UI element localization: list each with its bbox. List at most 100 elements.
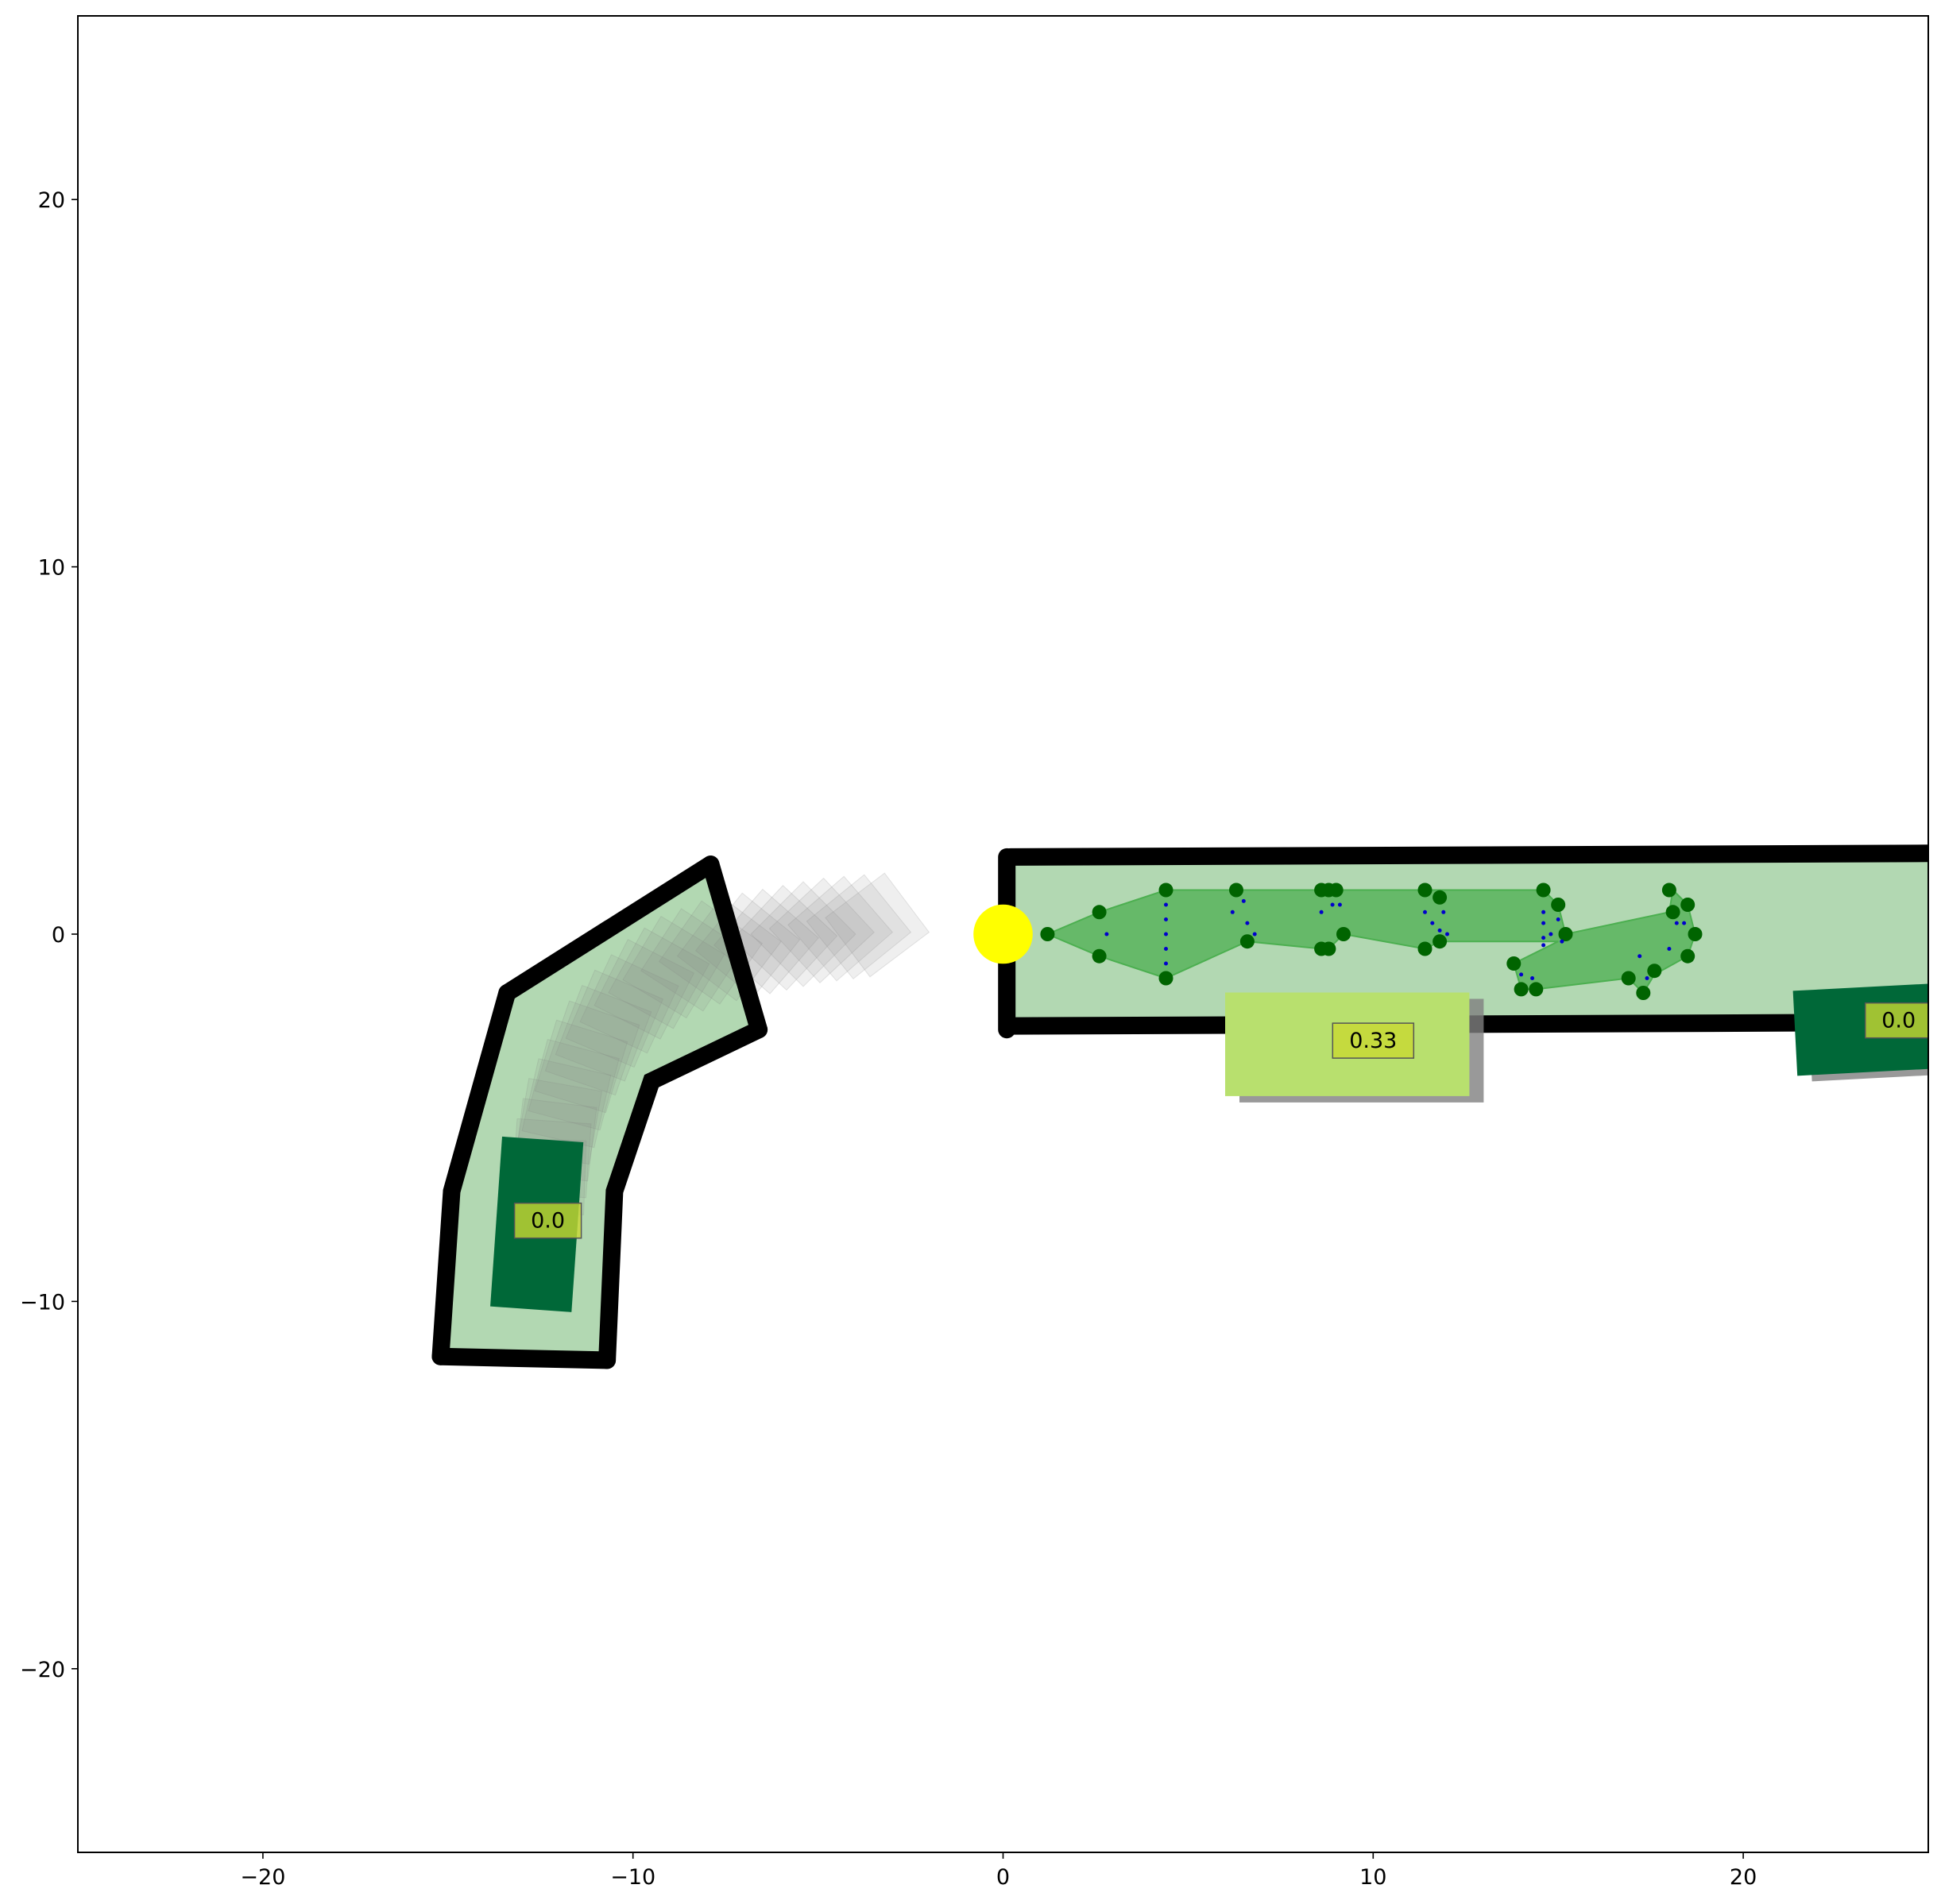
shadow-trail-mark [544,1000,640,1096]
vehicle-straight-lane-mid: 0.33 [1225,992,1484,1103]
x-tick-label: 20 [1730,1865,1757,1890]
trajectory-dot [1682,921,1687,925]
trajectory-dot [1164,917,1168,921]
x-tick-label: 0 [996,1865,1010,1890]
waypoint-point [1158,971,1173,986]
shadow-trail-mark [768,877,875,983]
waypoint-point [1558,927,1573,941]
trajectory-dot [1430,921,1435,925]
waypoint-point [1636,986,1651,1000]
vehicle-straight-lane-mid-score: 0.33 [1349,1029,1397,1053]
x-tick-label: −20 [240,1865,285,1890]
waypoint-point [1433,890,1448,905]
waypoint-point [1680,948,1695,964]
waypoint-point [1417,882,1433,898]
straight-lane-border [1001,844,1928,866]
waypoint-point [1680,898,1695,912]
waypoint-point [1551,898,1566,912]
curved-lane-border [431,1347,617,1369]
vehicle-straight-lane-right-score: 0.0 [1881,1009,1916,1033]
axis-ticks: −20 −10 0 10 20 −20 −10 0 10 20 [20,188,1757,1890]
waypoint-point [1621,971,1636,986]
trajectory-dot [1556,917,1560,921]
trajectory-dot [1645,976,1649,980]
waypoint-point [1336,927,1351,941]
shadow-trail-mark [787,875,894,982]
plot-area: 0.0 0.33 0.0 [431,844,1928,1369]
vehicle-straight-lane-right: 0.0 [1792,983,1928,1082]
trajectory-dot [1549,932,1553,937]
shadow-trail-mark [750,881,856,987]
waypoint-point [1229,882,1243,898]
y-tick-label: 20 [38,188,65,213]
trajectory-dot [1541,921,1546,925]
trajectory-dot [1667,947,1672,951]
curved-lane-border [598,1021,768,1369]
waypoint-point [1328,882,1344,898]
waypoint-point [1417,941,1433,956]
trajectory-dot [1441,910,1446,914]
trajectory-dot [1445,932,1449,937]
waypoint-point [1433,934,1448,949]
shadow-trail-mark [528,1038,620,1131]
waypoint-point [1665,905,1680,920]
trajectory-dot [1541,943,1546,948]
ego-marker [973,904,1033,964]
trajectory-dot [1530,976,1535,980]
curved-lane-border [702,855,768,1039]
trajectory-dot [1319,910,1324,914]
waypoint-point [1158,882,1173,898]
trajectory-dot [1560,939,1564,944]
waypoint-point [1506,956,1521,971]
trajectory-dot [1337,902,1342,907]
shadow-trail-mark [825,872,930,978]
shadow-trail-mark [534,1019,628,1114]
trajectory-dot [1104,932,1109,937]
waypoint-point [1688,927,1703,941]
trajectory-dot [1674,921,1679,925]
shadow-trail-mark [565,969,664,1068]
shadow-trail-mark [521,1058,612,1149]
y-tick-label: 10 [38,556,65,581]
shadow-trail-mark [579,954,679,1054]
shadow-trail-mark [640,908,744,1012]
trajectory-dot [1164,902,1168,907]
x-tick-label: −10 [610,1865,655,1890]
trajectory-dot [1541,936,1546,940]
vehicle-curved-lane: 0.0 [490,1136,584,1312]
trajectory-dot [1519,972,1524,977]
vehicle-straight-lane-right-score-box [1864,1002,1928,1039]
trajectory-dot [1541,910,1546,914]
trajectory-dot [1241,898,1246,903]
y-tick-label: 0 [52,923,65,948]
waypoint-point [1647,964,1662,979]
y-tick-label: −10 [20,1290,65,1315]
trajectory-dot [1164,961,1168,966]
shadow-trail-mark [555,984,652,1082]
trajectory-dot [1423,910,1427,914]
x-tick-label: 10 [1359,1865,1386,1890]
trajectory-dot [1245,921,1250,925]
vehicle-curved-lane-score-box [513,1202,582,1239]
waypoint-point [1040,927,1055,941]
waypoint-point [1092,948,1107,964]
trajectory-dot [1330,902,1335,907]
waypoint-point [1529,982,1544,997]
y-tick-label: −20 [20,1658,65,1682]
trajectory-dot [1252,932,1257,937]
curved-lane-border [498,855,720,1002]
shadow-trail-mark [594,939,695,1040]
shadow-trail-mark [622,915,725,1019]
shadow-trail-mark [732,885,838,991]
trajectory-dot [1164,947,1168,951]
vehicle-curved-lane-score: 0.0 [531,1209,565,1234]
vehicle-straight-lane-mid-score-box [1332,1022,1415,1059]
waypoint-point [1092,905,1107,920]
shadow-trail-mark [806,874,912,979]
waypoint-point [1536,882,1551,898]
trajectory-dot [1164,932,1168,937]
waypoint-point [1321,941,1336,956]
trajectory-dot [1230,910,1235,914]
waypoint-point [1239,934,1255,949]
